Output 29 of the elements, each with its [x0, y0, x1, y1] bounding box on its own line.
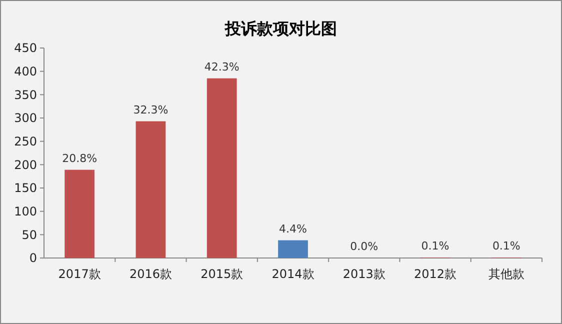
bar: [206, 78, 237, 258]
bar: [136, 121, 166, 258]
annotation: 20.8%: [62, 152, 98, 165]
y-tick-label: 450: [14, 41, 37, 56]
x-tick-label: 2012款: [414, 267, 457, 281]
y-tick-label: 350: [14, 88, 37, 102]
annotation: 32.3%: [133, 103, 168, 116]
y-tick-label: 200: [14, 158, 37, 172]
annotation: 0.1%: [421, 240, 450, 253]
x-tick-label: 2013款: [342, 267, 386, 281]
x-tick-label: 2015款: [200, 267, 244, 281]
chart-title: 投诉款项对比图: [224, 19, 337, 38]
annotation: 0.1%: [492, 240, 520, 253]
y-tick-label: 100: [14, 204, 37, 219]
annotation: 0.0%: [350, 240, 378, 253]
x-tick-label: 2017款: [58, 267, 101, 281]
y-tick-label: 250: [14, 134, 37, 149]
bar: [278, 240, 308, 258]
y-tick-label: 150: [14, 181, 37, 196]
x-tick-label: 其他款: [488, 267, 524, 281]
y-tick-label: 50: [22, 228, 37, 242]
annotation: 4.4%: [279, 222, 307, 236]
annotation: 42.3%: [204, 60, 240, 74]
bar: [64, 170, 95, 258]
x-tick-label: 2016款: [129, 267, 172, 281]
y-tick-label: 0: [29, 251, 37, 266]
y-tick-label: 300: [14, 111, 37, 126]
x-tick-label: 2014款: [272, 267, 314, 281]
y-tick-label: 400: [14, 64, 37, 79]
